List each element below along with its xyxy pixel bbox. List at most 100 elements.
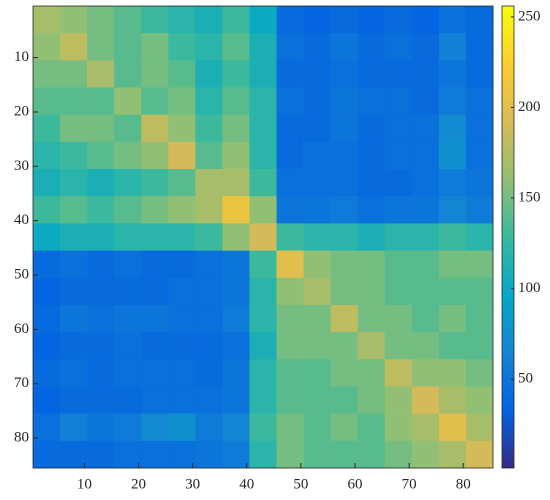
heatmap-cell	[411, 304, 440, 333]
heatmap-cell	[195, 277, 223, 306]
heatmap-cell	[357, 196, 386, 224]
heatmap-cell	[222, 304, 250, 333]
heatmap-cell	[465, 60, 494, 88]
heatmap-cell	[384, 87, 413, 116]
heatmap-cell	[330, 169, 359, 197]
heatmap-cell	[438, 413, 467, 442]
heatmap-cell	[141, 277, 169, 306]
heatmap-cell	[303, 304, 331, 333]
heatmap-cell	[249, 277, 277, 306]
heatmap-cell	[168, 223, 196, 251]
heatmap-cell	[87, 87, 115, 116]
heatmap-cell	[384, 250, 413, 279]
heatmap-cell	[87, 332, 115, 360]
heatmap-cell	[60, 196, 88, 224]
heatmap-cell	[141, 359, 169, 387]
heatmap-cell	[384, 440, 413, 469]
heatmap-cell	[249, 250, 277, 279]
heatmap-cell	[141, 304, 169, 333]
heatmap-cell	[357, 6, 386, 34]
heatmap-cell	[411, 440, 440, 469]
heatmap-cell	[168, 413, 196, 442]
heatmap-cell	[438, 60, 467, 88]
heatmap-cell	[465, 114, 494, 143]
heatmap-cell	[141, 33, 169, 61]
heatmap-cell	[330, 277, 359, 306]
heatmap-cell	[114, 386, 142, 414]
heatmap-cell	[114, 440, 142, 469]
heatmap-cell	[276, 304, 304, 333]
heatmap-cell	[87, 196, 115, 224]
heatmap-cell	[60, 440, 88, 469]
heatmap-cell	[222, 332, 250, 360]
heatmap-cell	[249, 413, 277, 442]
heatmap-cell	[60, 33, 88, 61]
heatmap-cell	[303, 223, 331, 251]
heatmap-cell	[276, 60, 304, 88]
heatmap-cell	[222, 169, 250, 197]
heatmap-cell	[87, 304, 115, 333]
heatmap-cell	[411, 359, 440, 387]
heatmap-cell	[222, 6, 250, 34]
heatmap-cell	[384, 277, 413, 306]
heatmap-cell	[141, 60, 169, 88]
heatmap-cell	[384, 169, 413, 197]
heatmap-cell	[411, 223, 440, 251]
heatmap-cell	[222, 440, 250, 469]
heatmap-cell	[303, 332, 331, 360]
heatmap-cell	[384, 223, 413, 251]
heatmap-cell	[276, 6, 304, 34]
heatmap-cell	[384, 114, 413, 143]
heatmap-cell	[33, 277, 61, 306]
heatmap-cell	[249, 33, 277, 61]
heatmap-cell	[141, 440, 169, 469]
heatmap-cell	[33, 6, 61, 34]
heatmap-cell	[276, 196, 304, 224]
heatmap-cell	[222, 386, 250, 414]
heatmap-cell	[276, 223, 304, 251]
heatmap-cell	[384, 6, 413, 34]
heatmap-cell	[357, 304, 386, 333]
heatmap-cell	[330, 6, 359, 34]
heatmap-cell	[114, 359, 142, 387]
heatmap-cell	[357, 359, 386, 387]
heatmap-cell	[195, 141, 223, 170]
heatmap-cell	[438, 223, 467, 251]
heatmap-cell	[222, 277, 250, 306]
colorbar	[501, 5, 515, 469]
heatmap-cell	[195, 87, 223, 116]
heatmap-cell	[438, 359, 467, 387]
x-tick-label: 30	[185, 476, 200, 492]
heatmap-cell	[357, 440, 386, 469]
heatmap-cell	[249, 304, 277, 333]
heatmap-cell	[222, 196, 250, 224]
heatmap-cell	[114, 87, 142, 116]
heatmap-cell	[465, 277, 494, 306]
heatmap-cell	[438, 332, 467, 360]
heatmap-cell	[303, 386, 331, 414]
heatmap-cell	[330, 114, 359, 143]
heatmap-cell	[330, 87, 359, 116]
heatmap-cell	[168, 6, 196, 34]
heatmap-cell	[330, 332, 359, 360]
heatmap-cell	[303, 413, 331, 442]
heatmap-cell	[168, 277, 196, 306]
heatmap-cell	[222, 359, 250, 387]
heatmap-cell	[411, 6, 440, 34]
heatmap-cell	[114, 332, 142, 360]
heatmap-cell	[141, 386, 169, 414]
heatmap-cell	[60, 277, 88, 306]
heatmap-cell	[384, 33, 413, 61]
heatmap-cell	[33, 33, 61, 61]
heatmap-cell	[114, 169, 142, 197]
heatmap-cell	[87, 60, 115, 88]
heatmap-cell	[249, 60, 277, 88]
heatmap-cell	[168, 33, 196, 61]
heatmap-cell	[276, 87, 304, 116]
heatmap-cell	[114, 304, 142, 333]
heatmap-cell	[195, 223, 223, 251]
heatmap-cell	[87, 114, 115, 143]
heatmap-cell	[60, 223, 88, 251]
heatmap-cell	[222, 60, 250, 88]
y-tick-label: 10	[14, 49, 29, 65]
